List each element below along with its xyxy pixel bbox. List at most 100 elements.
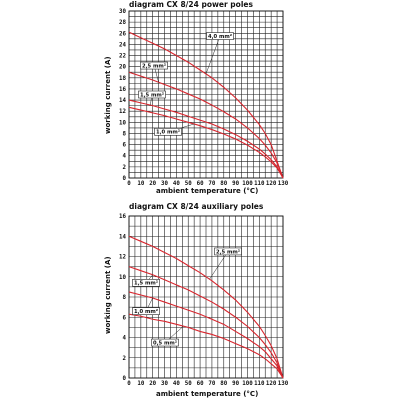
annotation-label: 2,5 mm²	[216, 249, 240, 255]
x-tick-label: 50	[185, 381, 192, 387]
y-tick-label: 24	[119, 42, 126, 48]
series-annotation: 1,0 mm²	[132, 297, 160, 315]
y-tick-label: 4	[123, 154, 127, 160]
annotation-leader	[209, 251, 229, 280]
x-tick-labels: 0 10 20 30 40 50 60 70 80 90 100 110 120 130	[127, 181, 288, 187]
x-tick-label: 50	[185, 181, 192, 187]
y-axis-label: working current (A)	[104, 56, 112, 134]
annotation-box	[140, 61, 168, 70]
y-tick-label: 2	[123, 165, 127, 171]
y-tick-label: 22	[119, 54, 126, 60]
series-annotation: 1,5 mm²	[132, 274, 160, 287]
series-annotation: 2,5 mm²	[140, 61, 168, 83]
x-tick-label: 30	[161, 181, 168, 187]
annotation-box	[138, 90, 166, 99]
x-tick-label: 0	[127, 181, 131, 187]
y-axis-label: working current (A)	[104, 256, 112, 334]
y-tick-label: 0	[123, 176, 127, 182]
series-line	[128, 313, 284, 379]
x-axis-label: ambient temperature (°C)	[156, 390, 258, 398]
y-tick-label: 10	[119, 275, 126, 281]
x-tick-label: 90	[232, 181, 239, 187]
series-line	[128, 235, 284, 379]
y-tick-label: 14	[119, 234, 126, 240]
x-tick-label: 110	[254, 381, 265, 387]
y-tick-label: 16	[119, 214, 126, 220]
x-tick-label: 20	[149, 181, 156, 187]
annotation-box	[206, 32, 234, 40]
x-tick-label: 70	[208, 381, 215, 387]
chart-annotations: 4,0 mm² 2,5 mm² 1,5 mm² 1,0 mm²	[138, 32, 234, 136]
chart-annotations: 2,5 mm² 1,5 mm² 1,0 mm² 0,5 mm²	[132, 247, 242, 347]
chart-grid	[128, 215, 284, 379]
series-line	[128, 99, 284, 179]
auxiliary-poles-chart: diagram CX 8/24 auxiliary poles 2,5 mm² 1…	[104, 202, 289, 398]
annotation-label: 1,0 mm²	[156, 130, 180, 136]
series-annotation: 2,5 mm²	[209, 247, 242, 280]
y-tick-label: 30	[119, 9, 126, 15]
x-tick-label: 90	[232, 381, 239, 387]
y-tick-label: 16	[119, 87, 126, 93]
x-tick-label: 130	[278, 181, 289, 187]
y-tick-label: 20	[119, 65, 126, 71]
series-line	[128, 71, 284, 179]
annotation-box	[132, 307, 160, 315]
series-line	[128, 106, 284, 179]
series-line	[128, 31, 284, 179]
annotation-box	[154, 127, 182, 136]
x-tick-label: 100	[242, 381, 253, 387]
y-tick-label: 18	[119, 76, 126, 82]
series-line	[128, 291, 284, 379]
x-tick-label: 60	[197, 181, 204, 187]
y-tick-label: 6	[123, 315, 127, 321]
series-annotation: 1,5 mm²	[138, 90, 166, 106]
x-tick-label: 110	[254, 181, 265, 187]
annotation-box	[132, 279, 160, 287]
y-tick-label: 2	[123, 356, 127, 362]
annotation-box	[214, 247, 242, 256]
x-tick-label: 100	[242, 181, 253, 187]
plot-frame	[128, 215, 284, 379]
x-tick-label: 80	[220, 181, 227, 187]
x-tick-label: 120	[266, 381, 277, 387]
x-tick-label: 30	[161, 381, 168, 387]
power-poles-chart: diagram CX 8/24 power poles 4,0 mm² 2,5 m…	[104, 0, 289, 195]
y-tick-label: 8	[123, 295, 127, 301]
annotation-label: 1,0 mm²	[134, 309, 158, 315]
series-line	[128, 266, 284, 379]
x-tick-label: 70	[208, 181, 215, 187]
x-tick-label: 130	[278, 381, 289, 387]
annotation-label: 1,5 mm²	[134, 281, 158, 287]
annotation-label: 4,0 mm²	[208, 34, 232, 40]
annotation-label: 2,5 mm²	[142, 63, 166, 69]
x-tick-label: 10	[137, 381, 144, 387]
y-tick-label: 10	[119, 120, 126, 126]
y-tick-label: 12	[119, 109, 126, 115]
x-axis-label: ambient temperature (°C)	[156, 187, 258, 195]
x-tick-label: 20	[149, 381, 156, 387]
chart-curves	[128, 235, 284, 379]
plot-frame	[128, 10, 284, 179]
x-tick-label: 80	[220, 381, 227, 387]
x-tick-label: 10	[137, 181, 144, 187]
x-tick-label: 0	[127, 381, 131, 387]
x-tick-label: 40	[173, 381, 180, 387]
x-tick-labels: 0 10 20 30 40 50 60 70 80 90 100 110 120 130	[127, 381, 288, 387]
annotation-box	[151, 338, 179, 347]
y-tick-label: 28	[119, 20, 126, 26]
x-tick-label: 120	[266, 181, 277, 187]
y-tick-label: 12	[119, 255, 126, 261]
y-tick-label: 8	[123, 131, 127, 137]
x-tick-label: 40	[173, 181, 180, 187]
annotation-label: 0,5 mm²	[153, 340, 177, 346]
y-tick-label: 26	[119, 31, 126, 37]
annotation-label: 1,5 mm²	[140, 92, 164, 98]
x-tick-label: 60	[197, 381, 204, 387]
annotation-leader	[205, 35, 221, 74]
y-tick-label: 6	[123, 143, 127, 149]
y-tick-label: 14	[119, 98, 126, 104]
y-tick-label: 4	[123, 336, 127, 342]
chart-curves	[128, 31, 284, 179]
